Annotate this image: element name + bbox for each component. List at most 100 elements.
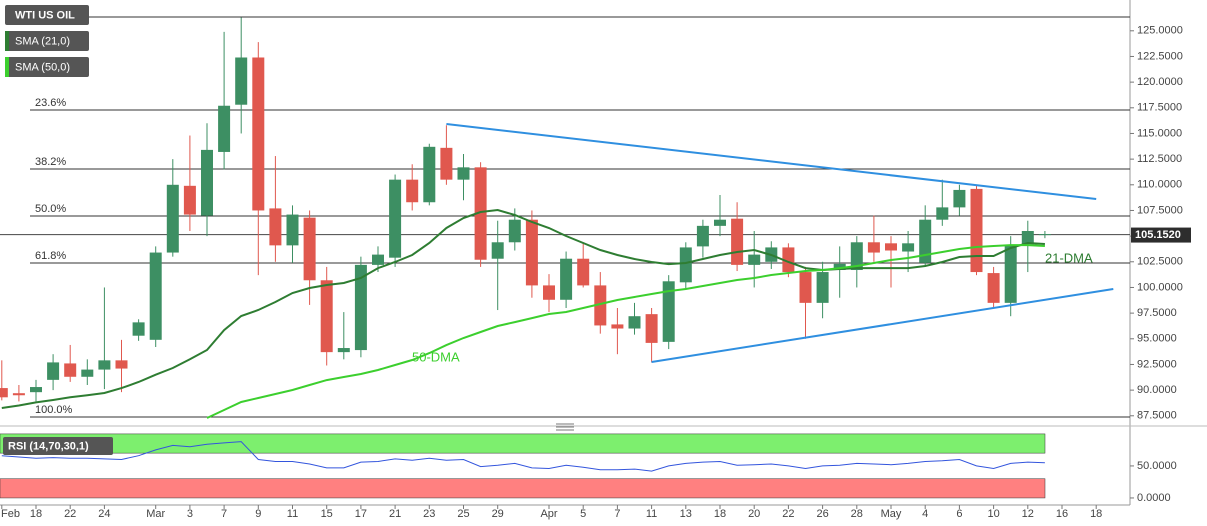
sma-line — [1, 208, 1045, 409]
rsi-label-box — [3, 437, 113, 455]
x-tick-label: May — [881, 508, 902, 520]
candle-body — [577, 258, 590, 286]
x-tick-label: 29 — [492, 508, 504, 520]
rsi-band — [0, 433, 1046, 454]
x-tick-label: Mar — [146, 508, 165, 520]
candle-body — [269, 208, 282, 246]
x-tick-label: Feb — [1, 508, 20, 520]
y-tick-label: 100.0000 — [1137, 281, 1183, 293]
y-tick-label: 87.5000 — [1137, 410, 1177, 422]
candle-body — [183, 185, 196, 215]
y-tick-label: 90.0000 — [1137, 384, 1177, 396]
candle-body — [970, 188, 983, 273]
fib-label: 23.6% — [35, 97, 66, 109]
y-tick-label: 125.0000 — [1137, 25, 1183, 37]
candle-body — [543, 285, 555, 300]
legend-label: SMA (21,0) — [15, 35, 70, 47]
candle-body — [30, 387, 42, 393]
candle-body — [149, 252, 162, 340]
candle-body — [303, 217, 316, 281]
candle-body — [525, 219, 538, 286]
candle-body — [594, 285, 607, 326]
candle-body — [474, 167, 487, 260]
rsi-band — [0, 478, 1046, 499]
x-tick-label: 13 — [680, 508, 692, 520]
candle-body — [115, 360, 128, 369]
rsi-line — [1, 441, 1045, 472]
fib-label: 100.0% — [35, 404, 73, 416]
x-tick-label: 18 — [1090, 508, 1102, 520]
fib-label: 50.0% — [35, 203, 66, 215]
candle-body — [919, 219, 932, 263]
x-tick-label: 16 — [1056, 508, 1068, 520]
legend-swatch — [5, 31, 9, 51]
x-tick-label: 15 — [321, 508, 333, 520]
candle-body — [372, 254, 384, 265]
x-tick-label: 26 — [816, 508, 828, 520]
panel-handle[interactable] — [556, 423, 574, 431]
candle-body — [166, 184, 179, 253]
legend-label: SMA (50,0) — [15, 61, 70, 73]
x-tick-label: 20 — [748, 508, 760, 520]
candle-body — [406, 179, 419, 203]
candle-body — [132, 322, 145, 336]
candle-body — [782, 247, 795, 273]
candle-body — [423, 146, 436, 203]
legend-item[interactable]: WTI US OIL — [5, 5, 89, 25]
x-tick-label: 12 — [1022, 508, 1034, 520]
candle-body — [81, 369, 94, 377]
y-tick-label: 115.0000 — [1137, 127, 1182, 139]
candle-body — [64, 363, 77, 377]
candle-body — [560, 258, 573, 300]
y-tick-label: 120.0000 — [1137, 76, 1183, 88]
candle-body — [645, 314, 658, 343]
candle-body — [12, 393, 25, 396]
rsi-label: RSI (14,70,30,1) — [8, 440, 89, 452]
x-tick-label: 7 — [614, 508, 620, 520]
candle-body — [816, 272, 829, 303]
candle-body — [1004, 245, 1017, 303]
x-tick-label: 17 — [355, 508, 367, 520]
x-tick-label: 11 — [646, 508, 657, 520]
x-tick-label: 18 — [30, 508, 42, 520]
y-tick-label: 0.0000 — [1137, 492, 1171, 504]
x-tick-label: 23 — [423, 508, 435, 520]
candle-body — [47, 362, 60, 380]
candle-body — [902, 243, 915, 252]
candle-body — [833, 263, 846, 271]
trendline — [446, 123, 1097, 200]
x-tick-label: 24 — [98, 508, 110, 520]
candle-body — [337, 348, 350, 353]
sma-line — [206, 244, 1045, 419]
x-tick-label: 10 — [987, 508, 999, 520]
candle-body — [98, 360, 111, 370]
candle-body — [389, 179, 402, 258]
x-tick-label: 9 — [255, 508, 261, 520]
trendline — [651, 288, 1114, 363]
x-tick-label: 28 — [851, 508, 863, 520]
x-tick-label: 22 — [64, 508, 76, 520]
candle-body — [320, 280, 333, 353]
candle-body — [252, 57, 265, 211]
legend-box — [5, 31, 89, 51]
legend-item[interactable]: SMA (21,0) — [5, 31, 89, 51]
candle-body — [936, 207, 949, 220]
candle-body — [235, 57, 248, 105]
candle-body — [628, 316, 641, 329]
y-tick-label: 102.5000 — [1137, 256, 1183, 268]
y-tick-label: 110.0000 — [1137, 179, 1182, 191]
legend-item[interactable]: SMA (50,0) — [5, 57, 89, 77]
fib-label: 61.8% — [35, 250, 66, 262]
annotation: 21-DMA — [1045, 250, 1093, 265]
candle-body — [457, 167, 470, 180]
y-tick-label: 95.0000 — [1137, 333, 1177, 345]
x-tick-label: 11 — [287, 508, 298, 520]
x-tick-label: 6 — [956, 508, 962, 520]
candle-body — [491, 242, 504, 259]
candle-body — [714, 219, 726, 226]
candle-body — [748, 254, 761, 265]
fib-label: 38.2% — [35, 156, 66, 168]
y-tick-label: 122.5000 — [1137, 50, 1183, 62]
x-tick-label: 25 — [457, 508, 469, 520]
